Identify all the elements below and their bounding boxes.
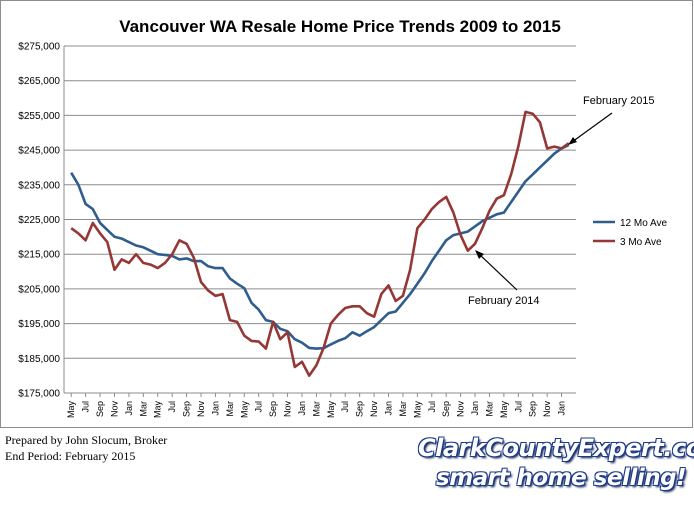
- x-tick-label: May: [239, 401, 249, 419]
- x-tick-label: Sep: [355, 401, 365, 417]
- footer-end-period: End Period: February 2015: [5, 449, 136, 463]
- x-tick-label: Jan: [470, 401, 480, 416]
- gridlines: [64, 45, 576, 394]
- y-tick-label: $245,000: [18, 146, 60, 157]
- y-tick-label: $195,000: [18, 319, 60, 330]
- logo-tagline: smart home selling!: [436, 465, 687, 491]
- x-tick-label: Jan: [297, 401, 307, 416]
- x-tick-label: Sep: [95, 401, 105, 417]
- series-lines: [70, 110, 570, 377]
- y-tick-label: $175,000: [18, 389, 60, 400]
- annotations: February 2015 February 2014: [468, 95, 655, 307]
- x-tick-label: May: [326, 401, 336, 419]
- x-tick-label: Sep: [268, 401, 278, 417]
- footer-prepared-by: Prepared by John Slocum, Broker: [5, 433, 168, 447]
- x-tick-label: Nov: [369, 401, 379, 418]
- y-tick-label: $205,000: [18, 284, 60, 295]
- x-tick-label: Mar: [138, 401, 148, 417]
- x-tick-label: Sep: [182, 401, 192, 417]
- legend-label-12mo: 12 Mo Ave: [620, 218, 668, 229]
- x-tick-label: May: [153, 401, 163, 419]
- x-tick-label: Mar: [398, 401, 408, 417]
- x-tick-label: Jul: [340, 401, 350, 413]
- y-tick-label: $235,000: [18, 180, 60, 191]
- x-tick-label: May: [412, 401, 422, 419]
- x-tick-label: May: [66, 401, 76, 419]
- legend: 12 Mo Ave 3 Mo Ave: [593, 218, 668, 248]
- x-tick-label: Jul: [427, 401, 437, 413]
- annotation-arrowhead-feb-2014: [475, 250, 484, 259]
- x-tick-label: Sep: [528, 401, 538, 417]
- x-tick-label: Nov: [109, 401, 119, 418]
- series-line-3-mo-ave: [70, 110, 570, 377]
- x-tick-label: Mar: [225, 401, 235, 417]
- x-tick-label: Jan: [557, 401, 567, 416]
- x-tick-label: Jan: [384, 401, 394, 416]
- x-tick-label: Nov: [542, 401, 552, 418]
- x-axis: May Jul Sep Nov Jan Mar May Jul Sep Nov Jan Mar May J…: [66, 393, 567, 419]
- x-tick-label: Nov: [196, 401, 206, 418]
- x-tick-label: Mar: [484, 401, 494, 417]
- y-tick-label: $215,000: [18, 250, 60, 261]
- x-tick-label: Sep: [441, 401, 451, 417]
- y-tick-label: $185,000: [18, 354, 60, 365]
- x-tick-label: Nov: [456, 401, 466, 418]
- x-tick-label: Jan: [124, 401, 134, 416]
- x-tick-label: Jul: [254, 401, 264, 413]
- logo-site-name: ClarkCountyExpert.com: [418, 434, 694, 462]
- annotation-arrow-feb-2014: [478, 253, 518, 291]
- y-tick-label: $225,000: [18, 215, 60, 226]
- x-tick-label: May: [499, 401, 509, 419]
- x-tick-label: Jul: [167, 401, 177, 413]
- annotation-arrow-feb-2015: [571, 112, 613, 143]
- x-tick-label: Jan: [210, 401, 220, 416]
- x-tick-label: Jul: [513, 401, 523, 413]
- chart-title: Vancouver WA Resale Home Price Trends 20…: [119, 17, 561, 36]
- legend-label-3mo: 3 Mo Ave: [620, 237, 662, 248]
- price-trend-chart: Vancouver WA Resale Home Price Trends 20…: [0, 0, 693, 428]
- x-tick-label: Mar: [311, 401, 321, 417]
- annotation-arrowhead-feb-2015: [568, 137, 577, 145]
- y-tick-label: $275,000: [18, 42, 60, 53]
- y-axis: $175,000 $185,000 $195,000 $205,000 $215,000…: [18, 42, 65, 400]
- x-tick-label: Nov: [283, 401, 293, 418]
- chart-border: [0, 0, 693, 428]
- x-tick-label: Jul: [81, 401, 91, 413]
- annotation-feb-2015: February 2015: [583, 95, 655, 107]
- y-tick-label: $255,000: [18, 111, 60, 122]
- annotation-feb-2014: February 2014: [468, 295, 540, 307]
- y-tick-label: $265,000: [18, 76, 60, 87]
